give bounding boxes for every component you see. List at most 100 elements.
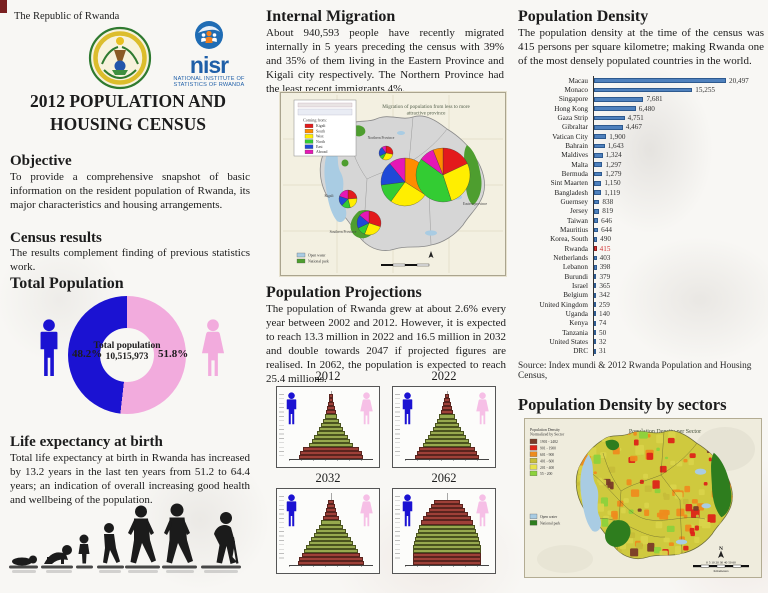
pyramid-age-bar	[313, 532, 349, 537]
country-label: Israel	[572, 281, 588, 290]
pyramid-age-bar	[323, 418, 339, 423]
bar-plot-area: 819	[593, 206, 764, 216]
density-value: 403	[599, 253, 611, 262]
population-pyramid-2012	[276, 386, 380, 468]
legend-swatch	[529, 464, 538, 470]
legend-label: 401 - 600	[540, 459, 554, 463]
bar-plot-area: 1,900	[593, 131, 764, 142]
migration-base-legend: Open water National park	[296, 252, 329, 263]
population-projections-heading: Population Projections	[266, 284, 422, 301]
density-north-arrow	[718, 550, 724, 558]
country-label: Gibraltar	[562, 123, 588, 132]
country-label: Vatican City	[552, 132, 588, 141]
pyramid-bars-2012	[289, 391, 373, 460]
female-icon	[360, 494, 373, 527]
country-label: Burundi	[564, 272, 588, 281]
svg-text:N: N	[719, 546, 723, 552]
density-bar	[594, 199, 600, 205]
bar-plot-area: 1,150	[593, 178, 764, 188]
country-label: Taiwan	[566, 216, 588, 225]
migration-pie-kigali	[338, 189, 358, 209]
legend-swatch	[529, 458, 538, 464]
country-label: Rwanda	[564, 244, 588, 253]
density-bar-row: Vatican City 1,900	[518, 131, 764, 142]
migration-region-labels: Northern Province Kigali Southern Province…	[325, 136, 488, 234]
density-bar	[594, 78, 726, 84]
density-value: 398	[599, 263, 611, 272]
pyramid-year-2022: 2022	[431, 369, 457, 383]
pyramid-age-bar	[442, 406, 452, 411]
population-density-heading: Population Density	[518, 8, 649, 25]
pyramid-age-bar	[412, 556, 482, 561]
country-label: Jersey	[570, 207, 588, 216]
migration-map-title-1: Migration of population from less to mor…	[382, 103, 470, 110]
density-bar	[594, 152, 603, 158]
legend-swatch	[529, 451, 538, 457]
density-map-scalebar: N 0 5 10 20 30 40 50 60 Kilometers	[693, 546, 749, 573]
scalebar-unit: Kilometers	[713, 569, 729, 573]
density-bar	[594, 246, 597, 251]
density-bar	[594, 96, 644, 102]
pyramid-age-bar	[308, 540, 354, 545]
human-evolution-silhouettes	[9, 503, 241, 573]
density-value: 646	[601, 216, 612, 225]
pyramid-age-bar	[318, 524, 344, 529]
country-label: Maldives	[561, 151, 588, 160]
migration-map-scalebar	[381, 263, 430, 267]
bar-plot-area: 32	[593, 337, 764, 347]
legend-swatch	[529, 445, 538, 451]
pyramid-age-bar	[412, 560, 482, 565]
migration-map-title-2: attractive province	[407, 111, 446, 117]
life-expectancy-body: Total life expectancy at birth in Rwanda…	[10, 452, 250, 506]
density-legend: Population Density Normalized by Sector …	[529, 428, 565, 526]
density-bar	[594, 190, 602, 195]
pyramid-age-bar	[300, 450, 362, 455]
bar-plot-area: 415	[593, 243, 764, 254]
density-value: 838	[602, 197, 614, 206]
country-label: Bermuda	[561, 169, 588, 178]
density-bar	[594, 283, 597, 289]
country-label: Gaza Strip	[557, 113, 588, 122]
pyramid-age-bar	[326, 410, 336, 415]
pyramid-age-bar	[437, 418, 457, 423]
bar-plot-area: 50	[593, 327, 764, 338]
objective-body: To provide a comprehensive snapshot of b…	[10, 171, 250, 211]
male-icon	[40, 319, 58, 376]
nisr-wordmark: nisr	[189, 52, 229, 78]
region-label: Southern Province	[330, 230, 357, 234]
pyramid-age-bar	[416, 532, 478, 537]
density-bar-row: Bangladesh 1,119	[518, 187, 764, 198]
density-value: 15,255	[695, 85, 715, 94]
legend-swatch	[304, 149, 314, 154]
density-bar	[594, 124, 623, 130]
density-bar	[594, 348, 596, 354]
bar-plot-area: 1,297	[593, 159, 764, 170]
density-bar	[594, 162, 603, 168]
bar-plot-area: 4,751	[593, 113, 764, 123]
pyramid-age-bar	[301, 552, 361, 557]
density-bar	[594, 171, 603, 177]
pyramid-age-bar	[412, 548, 482, 553]
bar-plot-area: 365	[593, 281, 764, 291]
pyramid-age-bar	[435, 422, 459, 427]
lake-kivu	[580, 454, 602, 532]
density-bar-row: Bahrain 1,643	[518, 141, 764, 151]
bar-plot-area: 403	[593, 253, 764, 263]
density-value: 379	[599, 272, 611, 281]
density-bar	[594, 208, 600, 214]
density-value: 490	[600, 235, 611, 244]
pyramid-age-bar	[328, 398, 334, 403]
pyramid-age-bar	[311, 438, 351, 443]
density-bar-row: Lebanon 398	[518, 262, 764, 272]
density-bar-row: Bermuda 1,279	[518, 169, 764, 179]
pyramid-age-bar	[413, 544, 481, 549]
country-label: Lebanon	[562, 263, 588, 272]
pyramid-age-bar	[443, 402, 451, 407]
density-value: 6,480	[638, 104, 655, 113]
bar-plot-area: 15,255	[593, 85, 764, 95]
country-label: Monaco	[564, 85, 588, 94]
internal-migration-map: Migration of population from less to mor…	[280, 92, 506, 276]
country-label: United Kingdom	[539, 300, 588, 309]
pyramid-bars-2022	[405, 391, 489, 460]
bar-plot-area: 7,681	[593, 94, 764, 104]
